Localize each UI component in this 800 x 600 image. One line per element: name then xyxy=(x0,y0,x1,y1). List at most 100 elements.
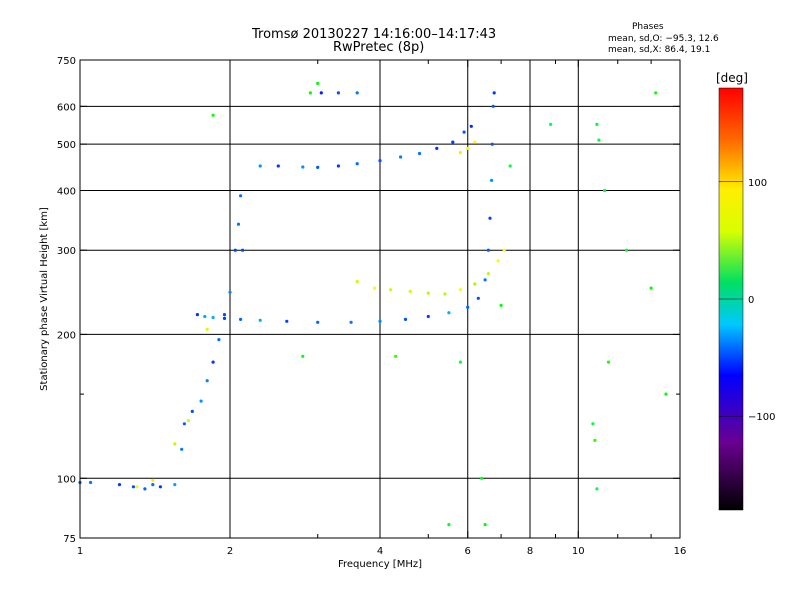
data-point xyxy=(595,487,599,491)
data-point xyxy=(549,122,553,126)
data-point xyxy=(466,305,470,309)
legend-heading: Phases xyxy=(632,22,664,32)
data-point xyxy=(595,122,599,126)
data-point xyxy=(603,188,607,193)
x-tick-label: 10 xyxy=(572,546,585,557)
data-point xyxy=(211,113,215,117)
data-point xyxy=(276,164,280,168)
data-point xyxy=(394,354,398,358)
chart-subtitle: RwPretec (8p) xyxy=(333,40,425,55)
data-point xyxy=(228,290,232,294)
y-tick-label: 600 xyxy=(57,102,76,113)
colorbar-ticks: 100 0 −100 xyxy=(719,178,775,423)
colorbar-label: [deg] xyxy=(716,71,748,85)
data-points xyxy=(78,81,668,527)
data-point xyxy=(491,104,495,108)
data-point xyxy=(591,422,595,426)
data-point xyxy=(211,315,215,320)
data-point xyxy=(316,81,320,85)
x-tick-label: 2 xyxy=(227,546,233,557)
y-tick-label: 750 xyxy=(57,56,76,67)
chart-title: Tromsø 20130227 14:16:00–14:17:43 xyxy=(252,27,497,42)
data-point xyxy=(258,164,262,168)
legend-o-stats: mean, sd,O: −95.3, 12.6 xyxy=(608,34,719,44)
data-point xyxy=(443,292,447,296)
data-point xyxy=(435,146,439,150)
data-point xyxy=(451,140,455,144)
data-point xyxy=(378,319,382,323)
data-point xyxy=(466,146,470,150)
grid-lines xyxy=(80,60,680,538)
data-point xyxy=(426,314,430,319)
data-point xyxy=(483,523,487,527)
data-point xyxy=(301,165,305,169)
series-o-mode-f2-upper-trace xyxy=(258,91,473,169)
data-point xyxy=(490,142,494,146)
data-point xyxy=(349,320,353,324)
data-point xyxy=(480,476,484,480)
data-point xyxy=(458,288,462,292)
series-o-mode-low-trace xyxy=(78,91,496,491)
data-point xyxy=(222,316,227,320)
series-scattered-echoes xyxy=(211,81,668,527)
data-point xyxy=(89,480,93,485)
data-point xyxy=(285,319,289,323)
data-point xyxy=(355,279,359,284)
data-point xyxy=(308,91,312,95)
data-point xyxy=(606,360,611,364)
data-point xyxy=(378,159,382,163)
data-point xyxy=(203,314,207,319)
data-point xyxy=(502,248,506,252)
data-point xyxy=(158,485,162,489)
data-point xyxy=(372,286,377,290)
data-point xyxy=(625,248,629,252)
x-tick-label: 1 xyxy=(77,546,83,557)
data-point xyxy=(316,320,320,324)
data-point xyxy=(195,313,199,317)
data-point xyxy=(476,296,480,300)
legend-x-stats: mean, sd,X: 86.4, 19.1 xyxy=(608,45,711,55)
data-point xyxy=(355,91,359,95)
data-point xyxy=(143,487,147,491)
data-point xyxy=(355,162,359,166)
data-point xyxy=(496,259,500,263)
data-point xyxy=(190,409,194,413)
data-point xyxy=(233,248,237,252)
y-tick-label: 100 xyxy=(57,474,76,485)
data-point xyxy=(131,485,135,489)
data-point xyxy=(473,282,477,286)
axis-ticks: 1 2 4 6 8 10 16 75 100 200 300 400 500 600 750 xyxy=(57,56,686,557)
colorbar-tick-label: 100 xyxy=(748,178,767,189)
y-tick-label: 200 xyxy=(57,330,76,341)
colorbar-tick-label: 0 xyxy=(748,295,754,306)
data-point xyxy=(182,422,186,426)
x-tick-label: 6 xyxy=(465,546,471,557)
data-point xyxy=(508,164,512,168)
y-tick-label: 75 xyxy=(63,534,76,545)
data-point xyxy=(236,222,241,226)
data-point xyxy=(483,278,487,282)
data-point xyxy=(408,289,412,293)
x-tick-label: 4 xyxy=(377,546,383,557)
data-point xyxy=(447,311,451,315)
data-point xyxy=(151,478,155,482)
data-point xyxy=(654,91,658,95)
data-point xyxy=(301,354,305,358)
data-point xyxy=(151,483,155,487)
data-point xyxy=(239,317,243,321)
data-point xyxy=(469,124,473,128)
y-tick-label: 400 xyxy=(57,186,76,197)
data-point xyxy=(217,338,221,342)
data-point xyxy=(205,379,209,383)
data-point xyxy=(135,485,139,489)
data-point xyxy=(473,140,477,144)
data-point xyxy=(490,178,494,182)
data-point xyxy=(316,165,320,169)
data-point xyxy=(486,272,490,276)
data-point xyxy=(426,291,430,295)
data-point xyxy=(486,248,490,252)
data-point xyxy=(186,419,190,423)
data-point xyxy=(336,164,340,168)
data-point xyxy=(593,438,597,442)
